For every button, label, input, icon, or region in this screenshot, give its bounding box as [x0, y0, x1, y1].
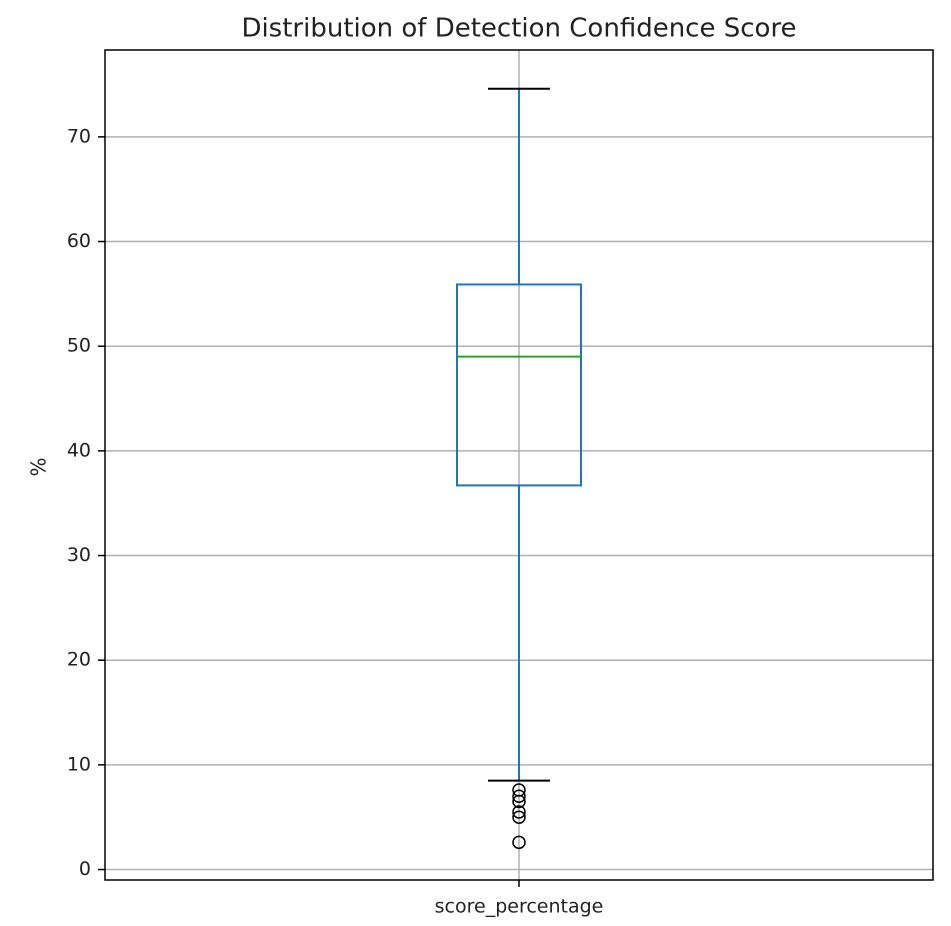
flier [512, 810, 526, 824]
y-axis-label: % [27, 457, 51, 476]
y-tick-label: 70 [67, 125, 91, 147]
flier [512, 794, 526, 809]
y-tick-label: 50 [67, 335, 91, 357]
flier [512, 789, 526, 804]
x-tick-label: score_percentage [435, 896, 604, 918]
y-tick-label: 10 [67, 753, 91, 775]
box [456, 283, 582, 487]
flier [512, 835, 526, 850]
y-tick-label: 30 [67, 544, 91, 566]
y-tick-label: 40 [67, 439, 91, 461]
y-tick-label: 60 [67, 230, 91, 252]
plot-frame [104, 49, 934, 881]
flier [512, 805, 526, 819]
y-tick-label: 0 [79, 858, 91, 880]
y-tick-label: 20 [67, 649, 91, 671]
chart-title: Distribution of Detection Confidence Sco… [241, 14, 796, 44]
